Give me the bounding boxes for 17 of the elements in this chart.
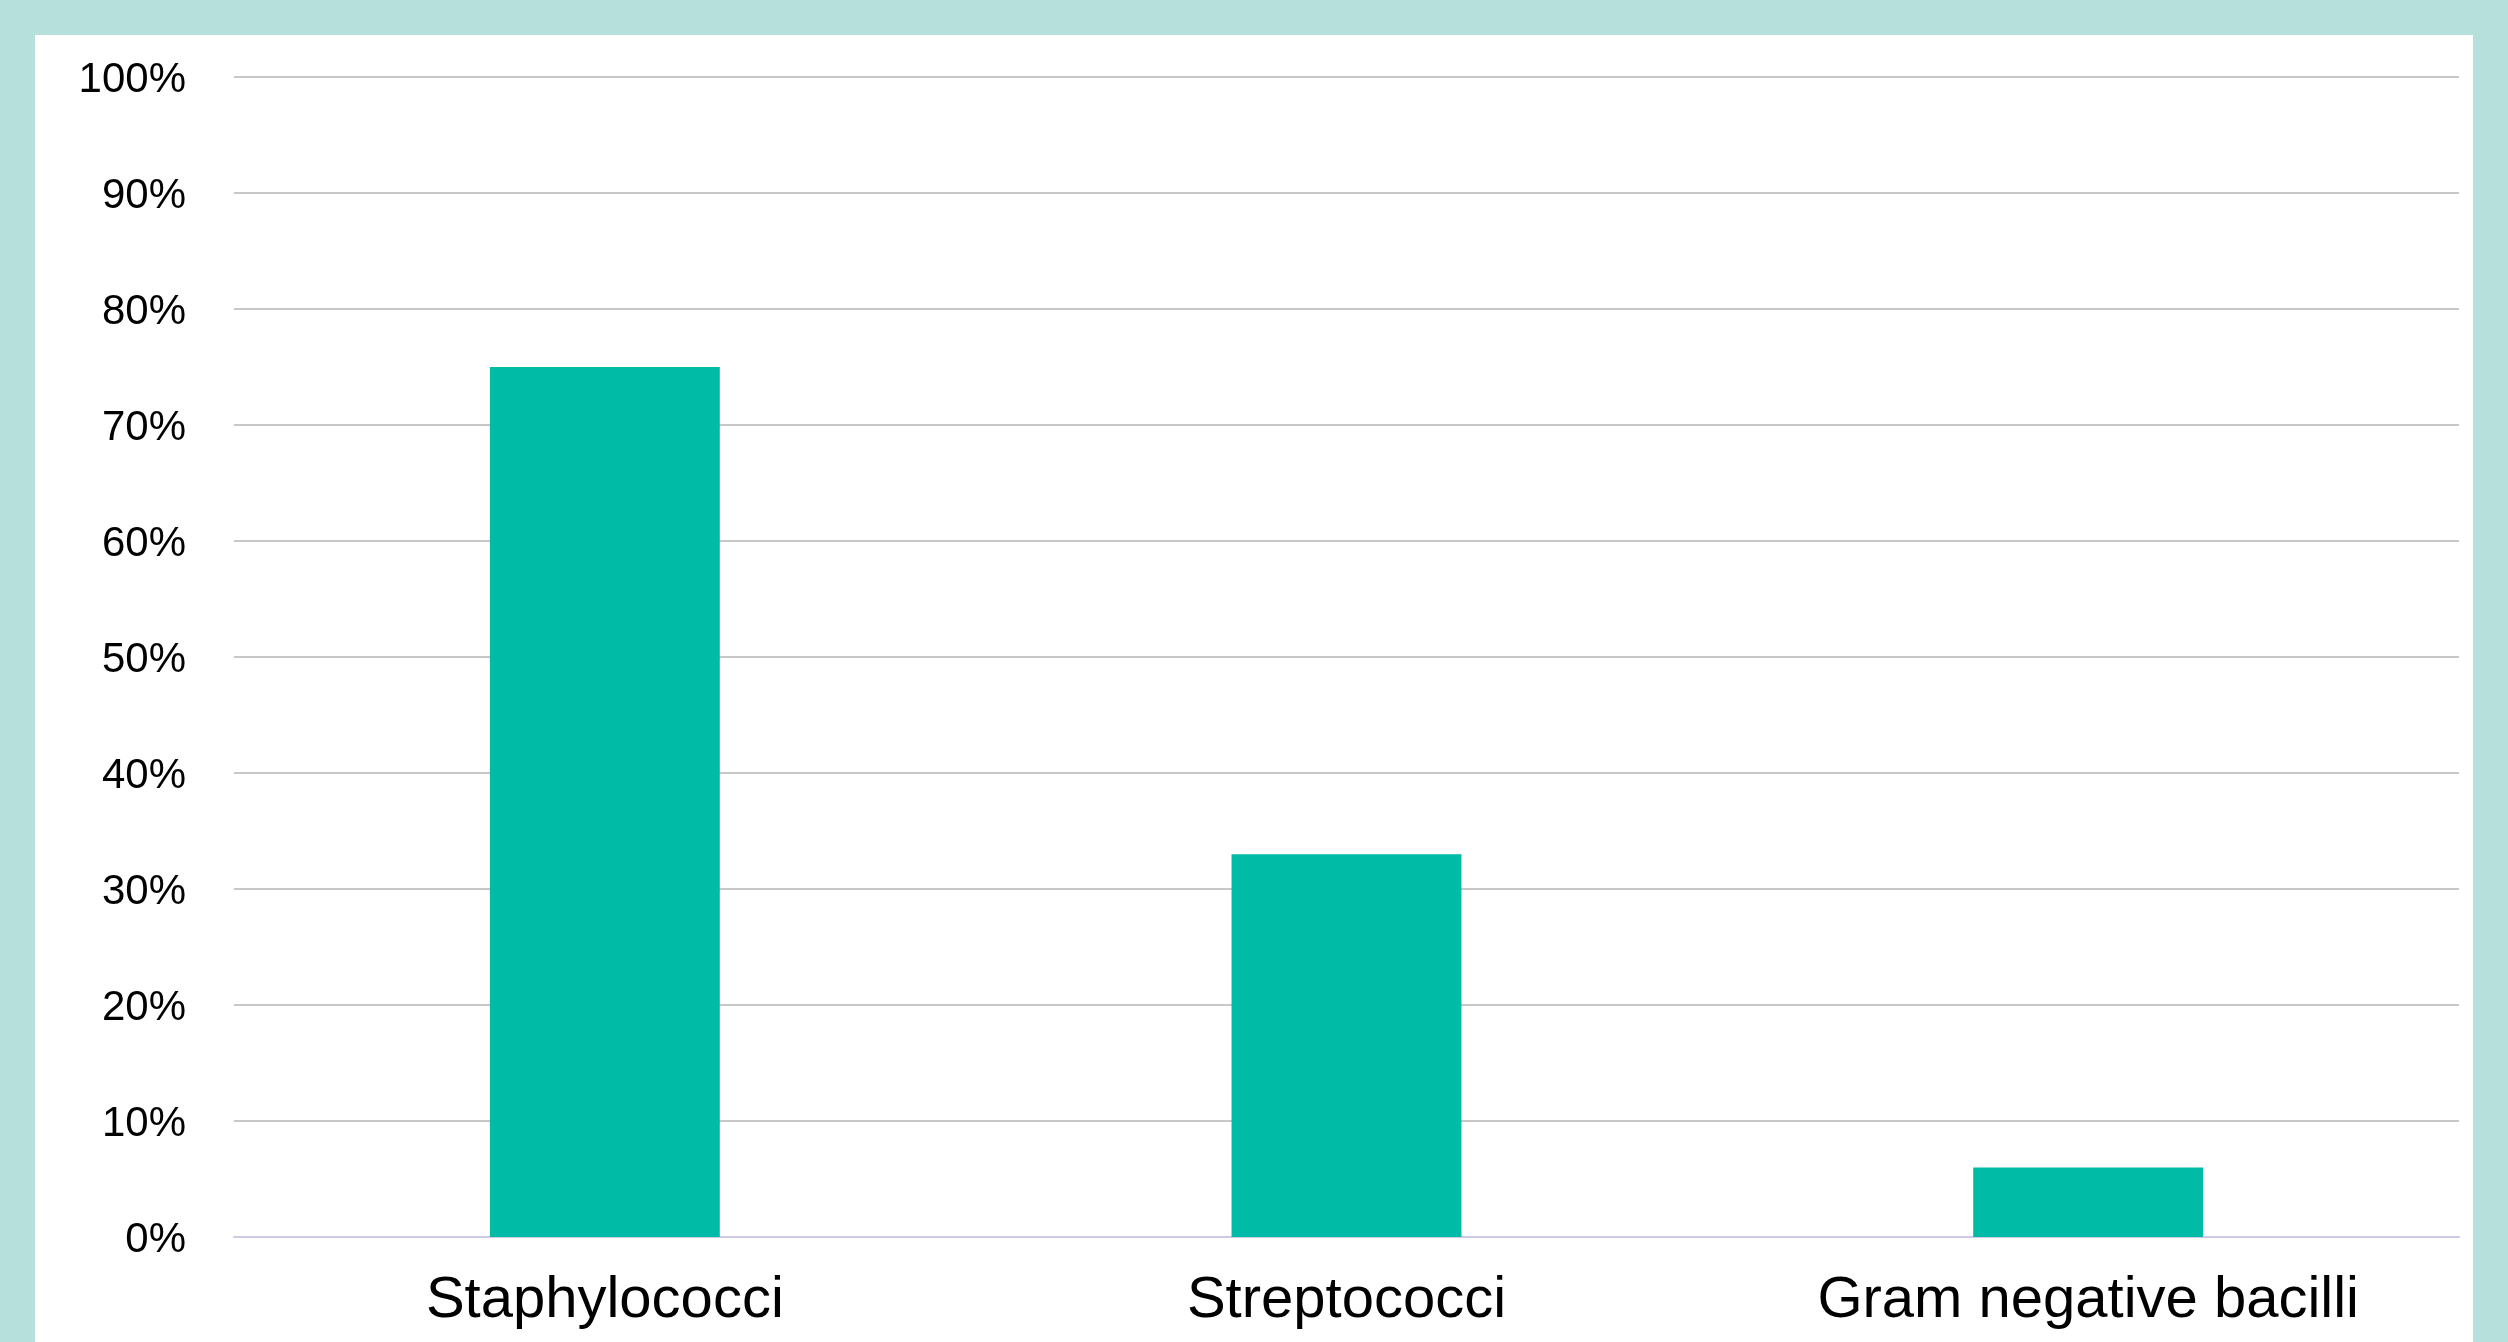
x-tick-label: Streptococci <box>1186 1263 1507 1329</box>
y-tick-label: 20% <box>101 981 186 1029</box>
x-tick-label: Gram negative bacilli <box>1817 1263 2359 1329</box>
y-tick-label: 70% <box>101 401 186 449</box>
y-tick-label: 50% <box>101 633 186 681</box>
y-tick-label: 10% <box>101 1097 186 1145</box>
bar <box>1231 854 1462 1237</box>
bar <box>1973 1167 2204 1237</box>
x-tick-label: Staphylococci <box>425 1263 784 1329</box>
y-tick-label: 40% <box>101 749 186 797</box>
y-tick-label: 30% <box>101 865 186 913</box>
y-tick-label: 100% <box>78 53 186 101</box>
y-tick-label: 90% <box>101 169 186 217</box>
y-tick-label: 80% <box>101 285 186 333</box>
y-tick-label: 0% <box>125 1213 186 1261</box>
bar <box>489 367 720 1237</box>
y-tick-label: 60% <box>101 517 186 565</box>
